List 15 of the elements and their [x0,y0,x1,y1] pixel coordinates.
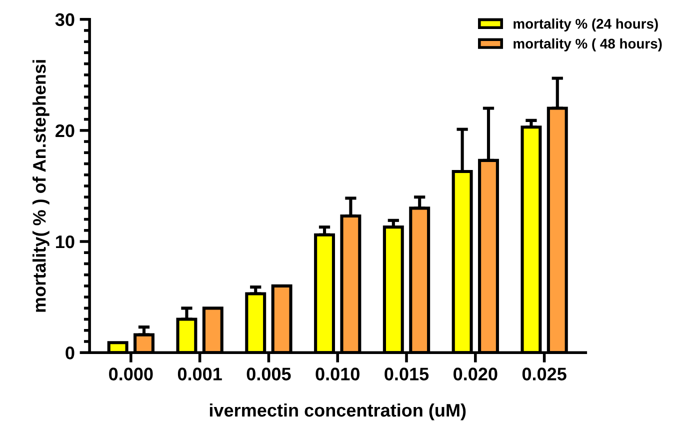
x-tick-label: 0.001 [178,368,222,380]
y-tick-label: 30 [55,13,74,26]
x-tick-label: 0.000 [109,368,153,380]
x-tick-label: 0.005 [246,368,291,380]
legend-label: mortality % ( 48 hours) [514,38,662,52]
x-tick-label: 0.020 [454,368,498,380]
x-axis-title: ivermectin concentration (uM) [210,403,466,420]
x-tick-label: 0.010 [316,368,360,380]
y-tick-label: 0 [66,346,74,360]
y-axis-title: mortality( % ) of An.stephensi [32,60,50,312]
y-tick-label: 10 [56,235,74,248]
x-tick-label: 0.015 [384,368,429,380]
y-tick-label: 20 [56,124,74,138]
x-tick-label: 0.025 [522,368,566,380]
legend-label: mortality % (24 hours) [514,18,658,32]
